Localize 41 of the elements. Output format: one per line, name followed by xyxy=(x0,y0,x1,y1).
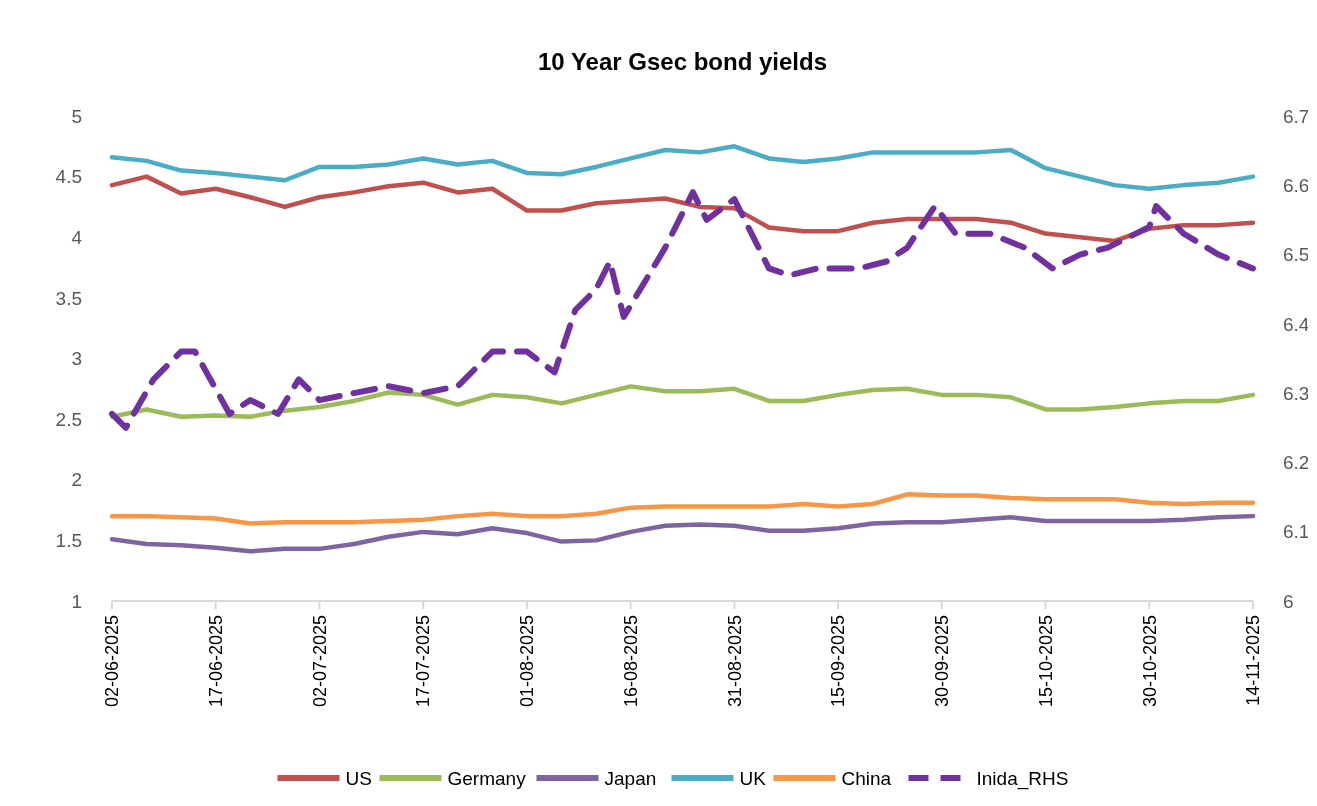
y-tick-label: 1 xyxy=(71,590,82,612)
y-tick-label: 3.5 xyxy=(55,287,82,309)
legend-label: US xyxy=(345,767,372,789)
y2-tick-label: 6.4 xyxy=(1283,313,1310,335)
x-tick-label: 15-09-2025 xyxy=(828,615,849,708)
x-tick-label: 02-06-2025 xyxy=(102,615,123,708)
y2-tick-label: 6.2 xyxy=(1283,452,1310,474)
y2-tick-label: 6.5 xyxy=(1283,244,1310,266)
legend-label: UK xyxy=(739,767,767,789)
legend-label: China xyxy=(841,767,892,789)
legend-label: Germany xyxy=(447,767,527,789)
y-tick-label: 4 xyxy=(71,226,83,248)
x-tick-label: 31-08-2025 xyxy=(724,615,745,708)
x-tick-label: 01-08-2025 xyxy=(517,615,538,708)
y2-tick-label: 6.3 xyxy=(1283,382,1310,404)
y-tick-label: 4.5 xyxy=(55,166,82,188)
x-tick-label: 17-06-2025 xyxy=(206,615,227,708)
x-tick-label: 17-07-2025 xyxy=(413,615,434,708)
line-series xyxy=(109,384,1256,419)
x-tick-label: 30-10-2025 xyxy=(1139,615,1160,708)
x-tick-label: 14-11-2025 xyxy=(1243,615,1264,706)
y-tick-label: 3 xyxy=(71,348,82,370)
x-tick-label: 02-07-2025 xyxy=(309,615,330,708)
y-tick-label: 2 xyxy=(71,469,82,491)
line-series xyxy=(109,144,1256,191)
line-series xyxy=(109,492,1256,526)
y2-tick-label: 6.7 xyxy=(1283,105,1310,127)
legend-label: Japan xyxy=(604,767,657,789)
y2-tick-label: 6.6 xyxy=(1283,174,1310,196)
x-tick-label: 16-08-2025 xyxy=(620,615,641,708)
chart-title: 10 Year Gsec bond yields xyxy=(537,48,828,75)
line-series xyxy=(109,513,1256,554)
legend-label: Inida_RHS xyxy=(976,767,1069,790)
y2-tick-label: 6.1 xyxy=(1283,521,1310,543)
y2-tick-label: 6 xyxy=(1283,590,1294,612)
y-tick-label: 5 xyxy=(71,105,82,127)
x-tick-label: 15-10-2025 xyxy=(1035,615,1056,708)
y-tick-label: 2.5 xyxy=(55,408,82,430)
y-tick-label: 1.5 xyxy=(55,530,82,552)
x-tick-label: 30-09-2025 xyxy=(932,615,953,708)
line-series xyxy=(109,174,1256,244)
